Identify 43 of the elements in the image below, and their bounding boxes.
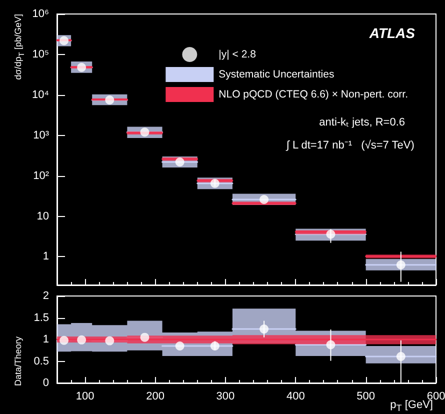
x-tick-label: 200 — [146, 390, 164, 402]
y-tick-label: 10 — [36, 210, 49, 222]
annotation: anti-kₜ jets, R=0.6 — [319, 116, 405, 128]
y-tick-label: 1.5 — [34, 312, 49, 324]
y-tick-label: 10⁶ — [32, 8, 49, 20]
point — [77, 62, 86, 72]
legend-label: Systematic Uncertainties — [218, 68, 334, 80]
point — [60, 336, 69, 345]
point — [396, 352, 406, 361]
x-tick-label: 300 — [216, 390, 235, 402]
y-tick-label: 10⁵ — [32, 48, 49, 60]
x-axis-title: p$_{T}$ [GeV] — [390, 398, 433, 413]
y-tick-label: 10² — [33, 170, 50, 182]
point — [105, 95, 114, 104]
point — [60, 36, 69, 46]
y-tick-label: 1 — [42, 250, 49, 263]
x-tick-label: 100 — [76, 390, 94, 402]
x-tick-label: 400 — [286, 390, 305, 402]
point — [260, 324, 269, 334]
y-tick-label: 0 — [42, 377, 49, 389]
x-tick-label: 500 — [356, 390, 375, 402]
y-tick-label: 10³ — [33, 129, 50, 142]
point — [140, 128, 150, 137]
legend-label: NLO pQCD (CTEQ 6.6) × Non-pert. corr. — [218, 88, 408, 100]
annotation: ∫ L dt=17 nb⁻¹ (√s=7 TeV) — [285, 140, 414, 152]
point — [326, 340, 336, 350]
point — [105, 336, 114, 346]
y-tick-label: 10⁴ — [32, 88, 50, 101]
point — [210, 342, 220, 351]
point — [396, 260, 406, 270]
y-tick-label: 1 — [42, 334, 49, 346]
point — [260, 194, 269, 204]
y-axis-title: Data/Theory — [13, 336, 23, 386]
legend-label: |y| < 2.8 — [218, 48, 256, 60]
annotation: ATLAS — [368, 25, 416, 41]
point — [210, 178, 220, 188]
point — [77, 335, 86, 344]
y-tick-label: 0.5 — [34, 355, 49, 368]
point — [140, 332, 150, 342]
point — [175, 157, 184, 166]
point — [326, 230, 336, 239]
y-tick-label: 2 — [42, 290, 49, 302]
point — [175, 342, 184, 351]
